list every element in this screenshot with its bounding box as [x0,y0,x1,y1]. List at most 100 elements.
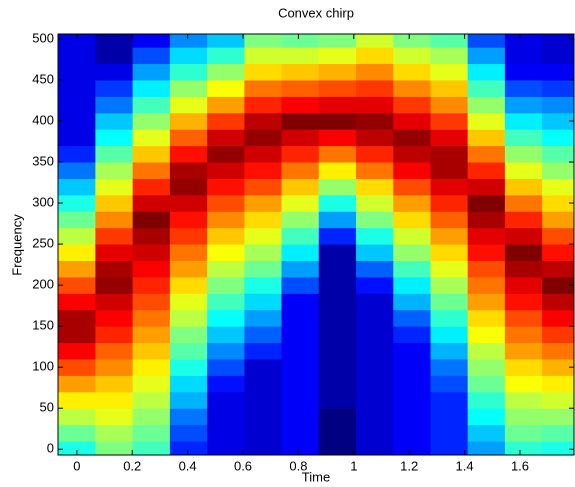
heatmap-cell [430,358,469,376]
heatmap-cell [356,194,394,212]
heatmap-cell [504,194,543,212]
heatmap-cell [318,47,357,65]
heatmap-cell [281,358,320,376]
heatmap-cell [467,227,506,245]
heatmap-cell [318,178,357,196]
y-axis-label: Frequency [9,214,24,276]
heatmap-cell [356,342,394,360]
heatmap-cell [467,178,506,196]
heatmap-cell [356,162,394,179]
heatmap-cell [95,129,134,147]
heatmap-cell [169,178,208,196]
heatmap-cell [542,227,574,245]
heatmap-cell [169,326,208,344]
heatmap-cell [169,276,208,294]
y-tick-label: 200 [32,277,54,292]
heatmap-cell [169,211,208,229]
heatmap-cell [132,96,171,114]
heatmap-cell [542,79,574,97]
heatmap-cell [244,227,283,245]
heatmap-cell [542,63,574,81]
heatmap-cell [281,408,320,426]
heatmap-cell [393,227,432,245]
heatmap-cell [95,326,134,344]
heatmap-cell [132,145,171,163]
heatmap-cell [281,79,320,97]
heatmap-cell [281,276,320,294]
heatmap-cell [281,375,320,393]
heatmap-cell [467,391,506,409]
heatmap-cell [58,244,96,262]
heatmap-cell [281,211,320,229]
heatmap-cell [542,424,574,442]
heatmap-cell [430,112,469,130]
heatmap-cell [207,244,245,262]
heatmap-cell [58,162,96,179]
heatmap-cell [467,162,506,179]
heatmap-cell [95,194,134,212]
heatmap-cell [542,178,574,196]
heatmap-cell [207,145,245,163]
heatmap-cell [504,358,543,376]
heatmap-cell [356,424,394,442]
heatmap-cell [58,260,96,278]
heatmap-cell [244,293,283,311]
heatmap-cell [207,227,245,245]
heatmap-cell [207,441,245,455]
heatmap-cell [132,391,171,409]
heatmap-cell [318,375,357,393]
y-tick-label: 450 [32,71,54,86]
heatmap-cell [467,129,506,147]
heatmap-cell [318,276,357,294]
heatmap-cell [58,194,96,212]
heatmap-cell [169,129,208,147]
heatmap-cell [95,309,134,327]
heatmap-cell [132,408,171,426]
heatmap-cell [542,47,574,65]
heatmap-cell [169,424,208,442]
heatmap-cell [430,375,469,393]
heatmap-cell [393,129,432,147]
heatmap-cell [504,342,543,360]
heatmap-cell [393,441,432,455]
x-axis-label: Time [302,469,330,484]
heatmap-cell [430,194,469,212]
heatmap-cell [504,145,543,163]
heatmap-cell [58,441,96,455]
x-tick-label: 0.4 [179,458,197,473]
heatmap-cell [356,441,394,455]
heatmap-cell [393,178,432,196]
heatmap-cell [58,145,96,163]
heatmap-cell [132,342,171,360]
heatmap-cell [281,47,320,65]
heatmap-cell [95,211,134,229]
heatmap-cell [504,227,543,245]
heatmap-cell [318,34,357,48]
heatmap-cell [132,194,171,212]
heatmap-cell [542,375,574,393]
heatmap-cell [318,408,357,426]
heatmap-cell [393,309,432,327]
heatmap-cell [393,342,432,360]
heatmap-cell [169,227,208,245]
heatmap-cell [467,211,506,229]
heatmap-cell [393,145,432,163]
heatmap-cell [132,211,171,229]
heatmap-cell [393,244,432,262]
heatmap-cell [318,79,357,97]
heatmap-cell [542,244,574,262]
y-tick-label: 300 [32,194,54,209]
heatmap-cell [318,227,357,245]
heatmap-cell [132,227,171,245]
heatmap-cell [244,194,283,212]
y-tick-label: 350 [32,153,54,168]
heatmap-cell [281,293,320,311]
heatmap-cell [430,47,469,65]
heatmap-cell [430,408,469,426]
heatmap-cell [207,34,245,48]
heatmap-cell [58,96,96,114]
heatmap-cell [58,293,96,311]
heatmap-cell [504,34,543,48]
heatmap-cell [504,293,543,311]
heatmap-cell [169,112,208,130]
